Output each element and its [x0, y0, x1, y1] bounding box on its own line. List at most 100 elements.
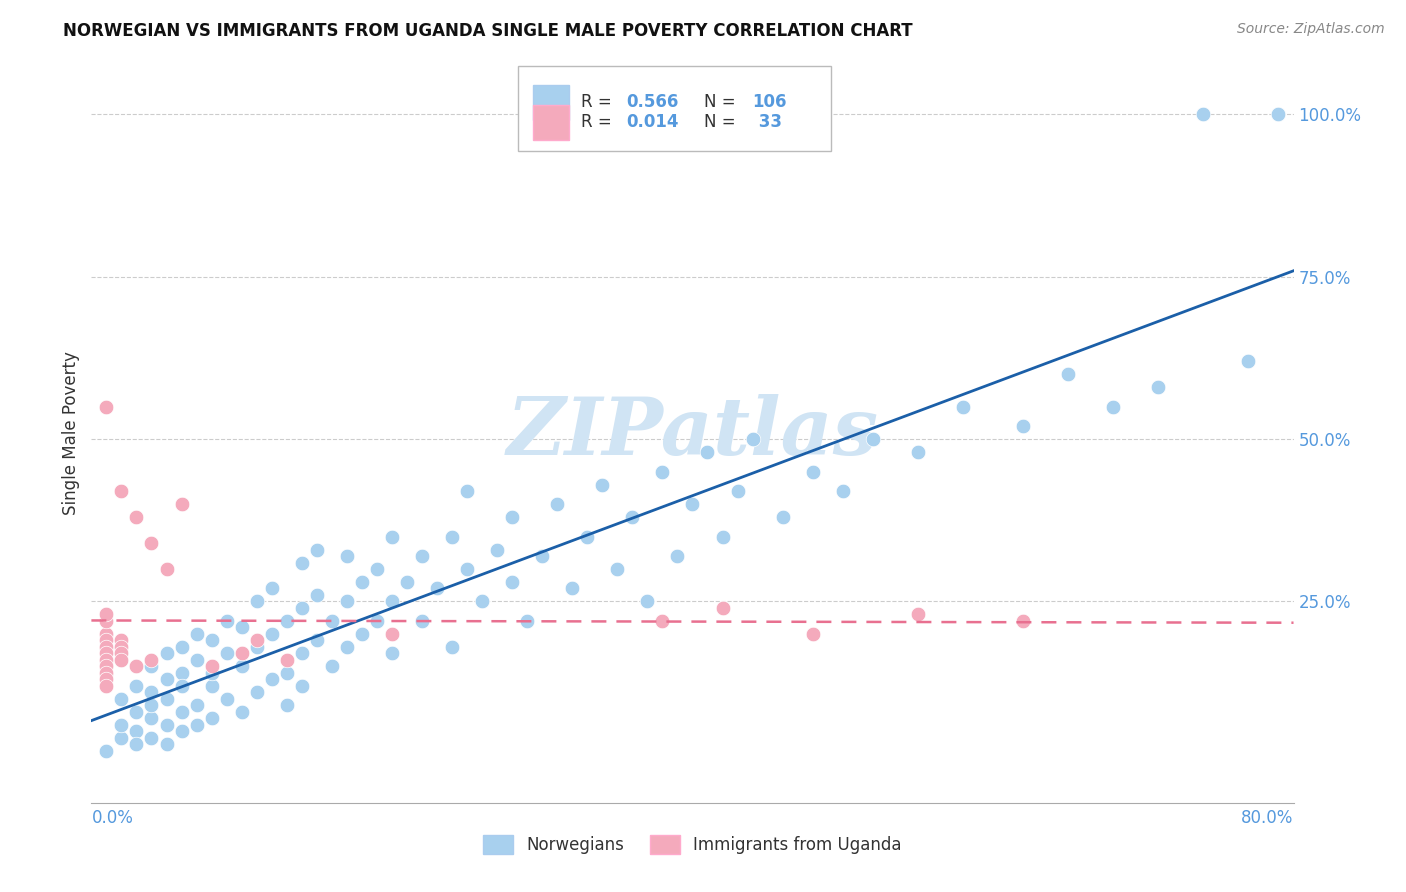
Point: [801, 627, 824, 641]
Point: [621, 510, 644, 524]
Point: [231, 647, 253, 661]
Point: [1012, 614, 1035, 628]
Point: [96, 744, 118, 758]
Point: [606, 562, 628, 576]
Point: [291, 679, 314, 693]
Point: [276, 665, 298, 680]
Point: [186, 653, 208, 667]
Point: [186, 698, 208, 713]
Point: [170, 679, 193, 693]
Bar: [533, 85, 568, 120]
Point: [1147, 380, 1170, 394]
Text: ZIPatlas: ZIPatlas: [506, 394, 879, 471]
Point: [772, 510, 794, 524]
Point: [215, 647, 238, 661]
Point: [96, 665, 118, 680]
Point: [141, 536, 163, 550]
Point: [141, 659, 163, 673]
Point: [350, 574, 373, 589]
Point: [201, 711, 224, 725]
Point: [96, 607, 118, 622]
Point: [170, 665, 193, 680]
Point: [291, 601, 314, 615]
Point: [96, 627, 118, 641]
Point: [591, 477, 613, 491]
Point: [96, 640, 118, 654]
Point: [125, 724, 148, 739]
Point: [305, 588, 328, 602]
Text: NORWEGIAN VS IMMIGRANTS FROM UGANDA SINGLE MALE POVERTY CORRELATION CHART: NORWEGIAN VS IMMIGRANTS FROM UGANDA SING…: [63, 22, 912, 40]
Bar: [533, 104, 568, 140]
Point: [907, 445, 929, 459]
Point: [110, 640, 132, 654]
Point: [155, 647, 177, 661]
Point: [321, 614, 343, 628]
Point: [186, 718, 208, 732]
Point: [366, 562, 388, 576]
Point: [381, 529, 404, 543]
Point: [96, 653, 118, 667]
Point: [636, 594, 658, 608]
Point: [110, 653, 132, 667]
Point: [681, 497, 703, 511]
Point: [231, 659, 253, 673]
Point: [276, 614, 298, 628]
Point: [155, 737, 177, 751]
Point: [96, 679, 118, 693]
Point: [546, 497, 568, 511]
Point: [110, 692, 132, 706]
Point: [411, 549, 433, 563]
Text: 0.0%: 0.0%: [91, 809, 134, 827]
Point: [110, 633, 132, 648]
Point: [531, 549, 554, 563]
Point: [456, 484, 478, 499]
Point: [801, 465, 824, 479]
Point: [1237, 354, 1260, 368]
Point: [125, 679, 148, 693]
Point: [561, 582, 583, 596]
Point: [471, 594, 494, 608]
Point: [155, 673, 177, 687]
Point: [260, 673, 283, 687]
Point: [411, 614, 433, 628]
Text: 80.0%: 80.0%: [1241, 809, 1294, 827]
Point: [215, 614, 238, 628]
Point: [155, 718, 177, 732]
Point: [907, 607, 929, 622]
Point: [666, 549, 689, 563]
Point: [155, 562, 177, 576]
Point: [170, 724, 193, 739]
Point: [862, 432, 884, 446]
Point: [110, 718, 132, 732]
Point: [246, 685, 269, 699]
Point: [1267, 107, 1289, 121]
Point: [576, 529, 599, 543]
Point: [125, 705, 148, 719]
Point: [350, 627, 373, 641]
Point: [336, 549, 359, 563]
Y-axis label: Single Male Poverty: Single Male Poverty: [62, 351, 80, 515]
Point: [96, 400, 118, 414]
Point: [501, 510, 523, 524]
Point: [516, 614, 538, 628]
Point: [125, 510, 148, 524]
Point: [952, 400, 974, 414]
Point: [336, 594, 359, 608]
Point: [291, 556, 314, 570]
Point: [141, 731, 163, 745]
Text: 106: 106: [752, 94, 787, 112]
Point: [456, 562, 478, 576]
Point: [1012, 419, 1035, 434]
Point: [201, 633, 224, 648]
Point: [395, 574, 418, 589]
Point: [215, 692, 238, 706]
Point: [291, 647, 314, 661]
Point: [141, 685, 163, 699]
Point: [1102, 400, 1125, 414]
Point: [501, 574, 523, 589]
Point: [96, 673, 118, 687]
Point: [201, 679, 224, 693]
Text: 0.566: 0.566: [626, 94, 679, 112]
Point: [110, 647, 132, 661]
Point: [231, 705, 253, 719]
